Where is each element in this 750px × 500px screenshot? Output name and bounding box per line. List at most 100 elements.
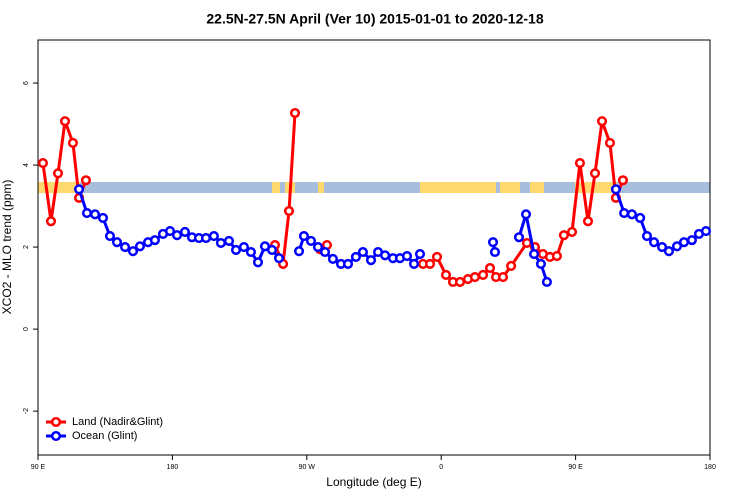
data-point (215, 237, 226, 249)
data-point (663, 246, 674, 257)
data-point (487, 237, 499, 248)
data-point (252, 257, 264, 268)
data-point (513, 232, 525, 243)
data-point (489, 246, 501, 258)
data-point (424, 258, 436, 269)
land-band (530, 182, 544, 193)
data-point (283, 205, 295, 217)
legend-marker (50, 416, 62, 428)
data-point (111, 237, 123, 248)
land-band (38, 182, 80, 193)
x-axis-label: Longitude (deg E) (326, 475, 421, 489)
data-point (648, 237, 660, 248)
data-point (97, 212, 109, 224)
data-point (273, 253, 285, 264)
data-point (506, 260, 517, 272)
legend-label: Ocean (Glint) (72, 430, 137, 442)
data-point (52, 168, 64, 179)
data-point (81, 208, 93, 219)
data-point (626, 209, 637, 220)
ocean-band (38, 182, 710, 193)
data-point (80, 175, 91, 186)
y-tick-label: 4 (23, 163, 30, 167)
y-tick-label: 2 (23, 245, 30, 249)
x-tick-label: 90 W (299, 464, 316, 471)
data-point (289, 107, 301, 119)
data-point (541, 276, 552, 287)
data-point (104, 230, 116, 242)
data-point (149, 235, 160, 246)
data-point (619, 208, 630, 219)
x-tick-label: 180 (167, 464, 179, 471)
data-point (266, 244, 278, 256)
y-tick-label: 0 (23, 327, 30, 331)
data-point (171, 230, 183, 241)
data-point (484, 262, 496, 274)
data-point (617, 175, 628, 186)
data-point (521, 237, 532, 249)
data-point (596, 116, 608, 127)
legend-label: Land (Nadir&Glint) (72, 416, 163, 428)
data-point (558, 230, 570, 241)
data-point (477, 269, 489, 281)
data-point (700, 226, 712, 237)
data-point (37, 157, 48, 169)
data-point (200, 233, 212, 244)
data-point (686, 235, 697, 246)
data-point (520, 209, 532, 220)
data-point (120, 242, 131, 253)
data-point (45, 216, 57, 227)
data-point (454, 276, 466, 287)
series-line (422, 120, 625, 284)
data-point (319, 246, 331, 258)
data-point (440, 269, 452, 281)
data-point (365, 255, 377, 266)
data-point (401, 251, 413, 262)
data-point (551, 251, 562, 262)
land-band (500, 182, 520, 193)
y-tick-label: 6 (23, 81, 30, 85)
data-point (566, 226, 578, 237)
data-point (469, 271, 480, 283)
data-point (179, 226, 190, 237)
data-point (164, 226, 176, 237)
data-point (89, 209, 101, 220)
data-point (431, 251, 443, 262)
data-point (127, 246, 139, 257)
data-point (67, 137, 78, 148)
data-point (610, 184, 621, 195)
data-point (497, 271, 509, 283)
land-mask-band (38, 182, 710, 193)
land-band (318, 182, 324, 193)
data-point (223, 235, 235, 246)
data-point (657, 242, 668, 253)
y-axis-label: XCO2 - MLO trend (ppm) (0, 180, 14, 315)
data-point (414, 249, 426, 260)
data-point (408, 258, 420, 269)
land-band (272, 182, 280, 193)
data-point (208, 230, 219, 242)
x-tick-label: 180 (704, 464, 716, 471)
data-point (245, 246, 256, 258)
data-point (293, 246, 305, 257)
data-point (327, 253, 338, 265)
data-point (74, 184, 85, 195)
x-tick-label: 90 E (568, 464, 583, 471)
data-point (238, 242, 249, 253)
data-point (535, 258, 547, 269)
data-point (350, 251, 361, 262)
data-point (604, 137, 615, 148)
data-point (298, 230, 310, 242)
data-point (678, 237, 690, 248)
x-tick-label: 0 (439, 464, 443, 471)
data-point (312, 242, 324, 253)
data-point (134, 241, 146, 252)
data-point (582, 216, 594, 227)
land-band (575, 182, 617, 193)
data-point (529, 249, 540, 260)
data-point (342, 258, 354, 269)
data-point (574, 157, 585, 169)
data-point (380, 250, 391, 261)
data-point (230, 244, 242, 256)
